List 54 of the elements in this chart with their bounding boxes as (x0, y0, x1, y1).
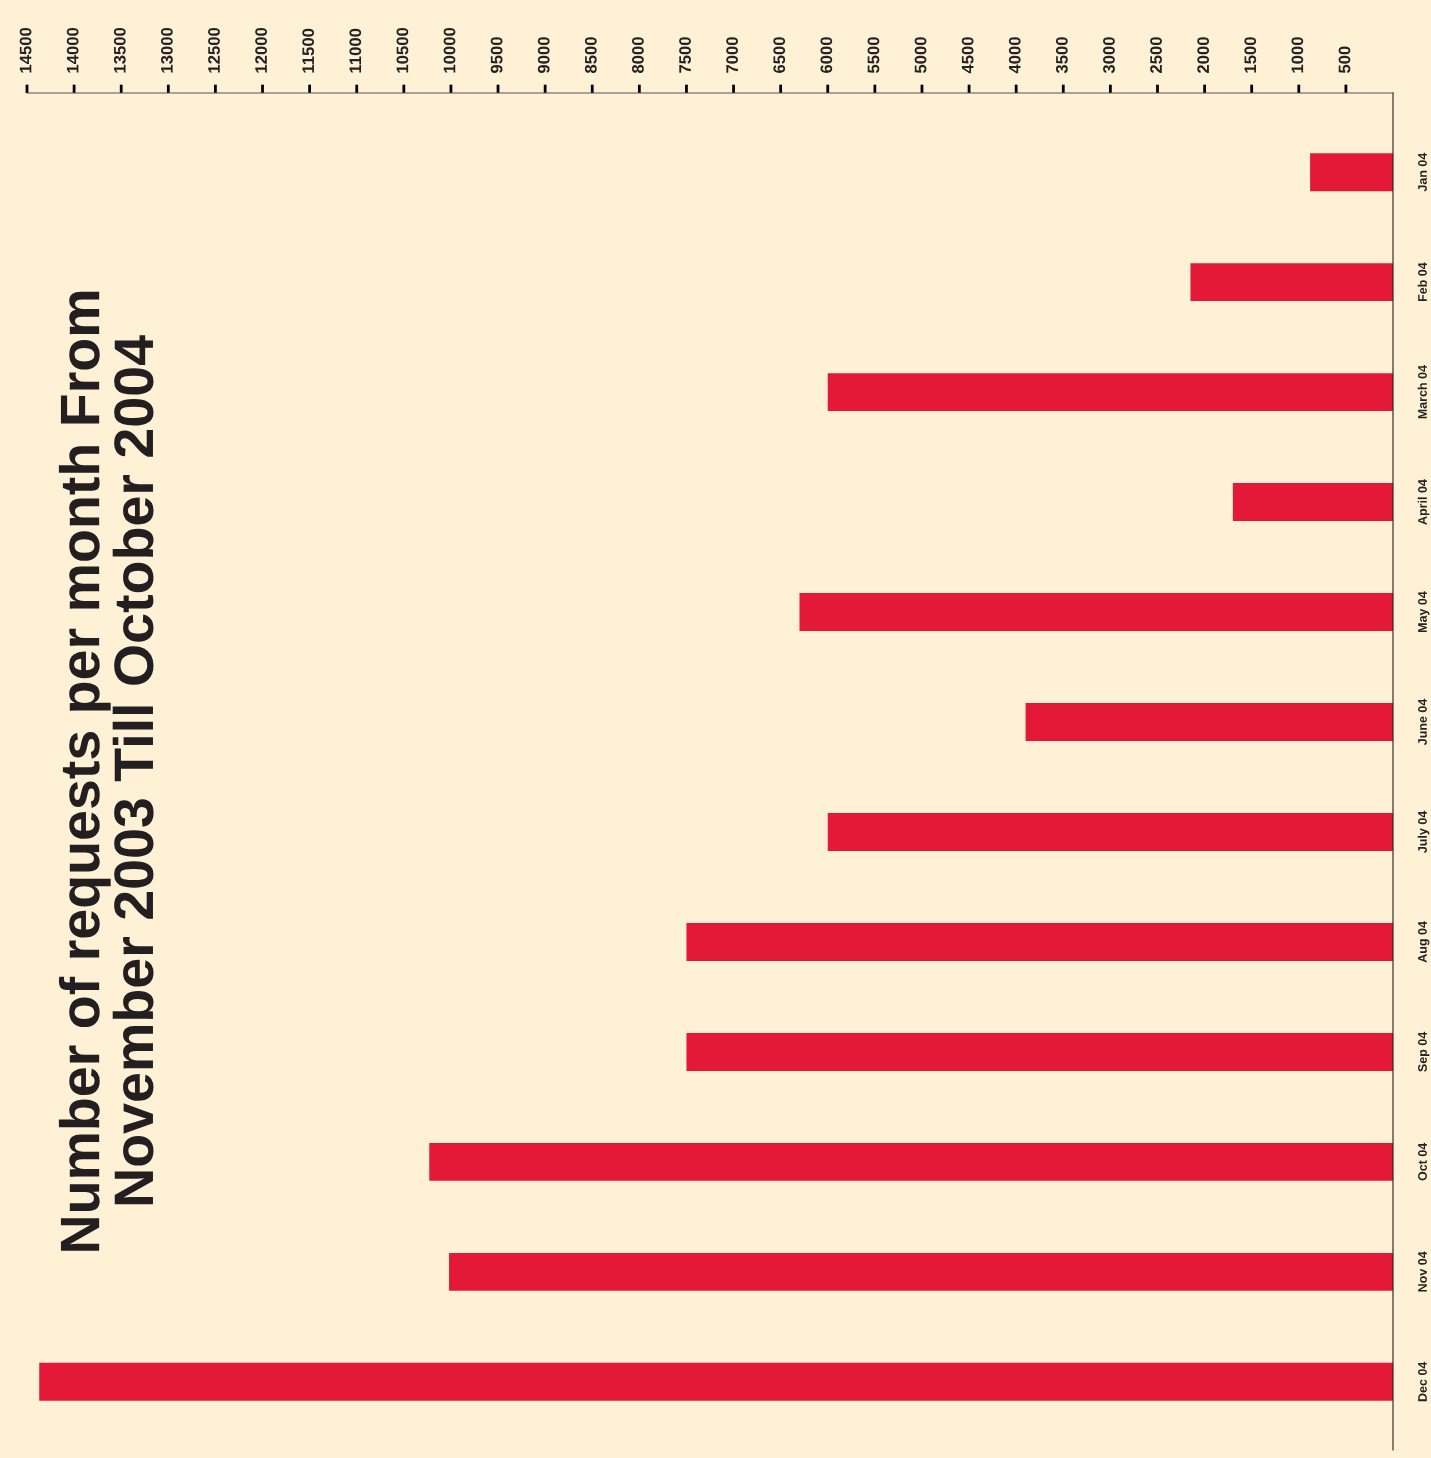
bar (1025, 703, 1393, 741)
x-tick-label: 6500 (773, 37, 786, 73)
x-tick-label: 12000 (255, 27, 267, 73)
bar (1232, 483, 1393, 522)
bar (429, 1142, 1393, 1181)
x-tick-label: 14500 (19, 27, 32, 73)
x-tick-label: 1500 (1244, 37, 1257, 73)
text: Number of requests per month From November 2003 Till October 2004 (58, 291, 154, 1251)
x-tick-label: 8500 (584, 37, 597, 74)
x-tick-label: 7500 (679, 37, 691, 73)
y-tick-label: Feb 04 (1417, 262, 1427, 302)
x-tick-label: 13000 (160, 27, 173, 73)
bar (39, 1362, 1393, 1401)
bar (1310, 153, 1393, 192)
x-tick-label: 3500 (1055, 37, 1068, 74)
y-tick-label: Jan 04 (1418, 152, 1427, 192)
y-tick-label: Aug 04 (1418, 921, 1430, 963)
x-tick-label: 8000 (632, 37, 644, 74)
y-tick-label: July 04 (1417, 810, 1430, 853)
bar (827, 373, 1393, 412)
x-tick-label: 500 (1338, 46, 1351, 74)
x-tick-label: 7000 (726, 37, 739, 73)
bar (799, 593, 1393, 632)
y-tick-label: Dec 04 (1418, 1361, 1427, 1402)
y-tick-label: Sep 04 (1418, 1031, 1430, 1072)
x-tick-label: 5000 (914, 37, 927, 74)
x-tick-label: 6000 (820, 37, 833, 73)
x-tick-label: 2000 (1197, 37, 1210, 73)
x-tick-label: 5500 (867, 37, 880, 74)
x-tick-label: 4500 (961, 37, 974, 74)
bar (686, 922, 1393, 961)
x-tick-label: 10500 (396, 27, 409, 73)
x-tick-label: 14000 (66, 27, 79, 73)
x-tick-label: 2500 (1150, 37, 1162, 73)
y-tick-label: April 04 (1417, 479, 1430, 525)
x-tick-label: 9000 (537, 37, 550, 73)
x-tick-label: 10000 (443, 27, 456, 73)
y-tick-label: June 04 (1418, 698, 1427, 746)
bar (1190, 263, 1393, 302)
bar (827, 813, 1393, 851)
bar (686, 1032, 1393, 1071)
y-tick-label: Oct 04 (1418, 1142, 1427, 1181)
y-tick-label: March 04 (1417, 365, 1427, 419)
x-tick-label: 12500 (208, 27, 220, 73)
x-tick-label: 3000 (1103, 37, 1115, 74)
x-tick-label: 4000 (1008, 37, 1021, 74)
x-tick-label: 11500 (302, 28, 315, 73)
x-tick-label: 1000 (1291, 37, 1304, 73)
y-tick-label: May 04 (1418, 591, 1430, 633)
x-tick-label: 11000 (349, 28, 362, 73)
y-tick-label: Nov 04 (1418, 1251, 1427, 1292)
bar (449, 1252, 1393, 1291)
x-tick-label: 13500 (113, 27, 126, 73)
x-tick-label: 9500 (490, 37, 503, 73)
